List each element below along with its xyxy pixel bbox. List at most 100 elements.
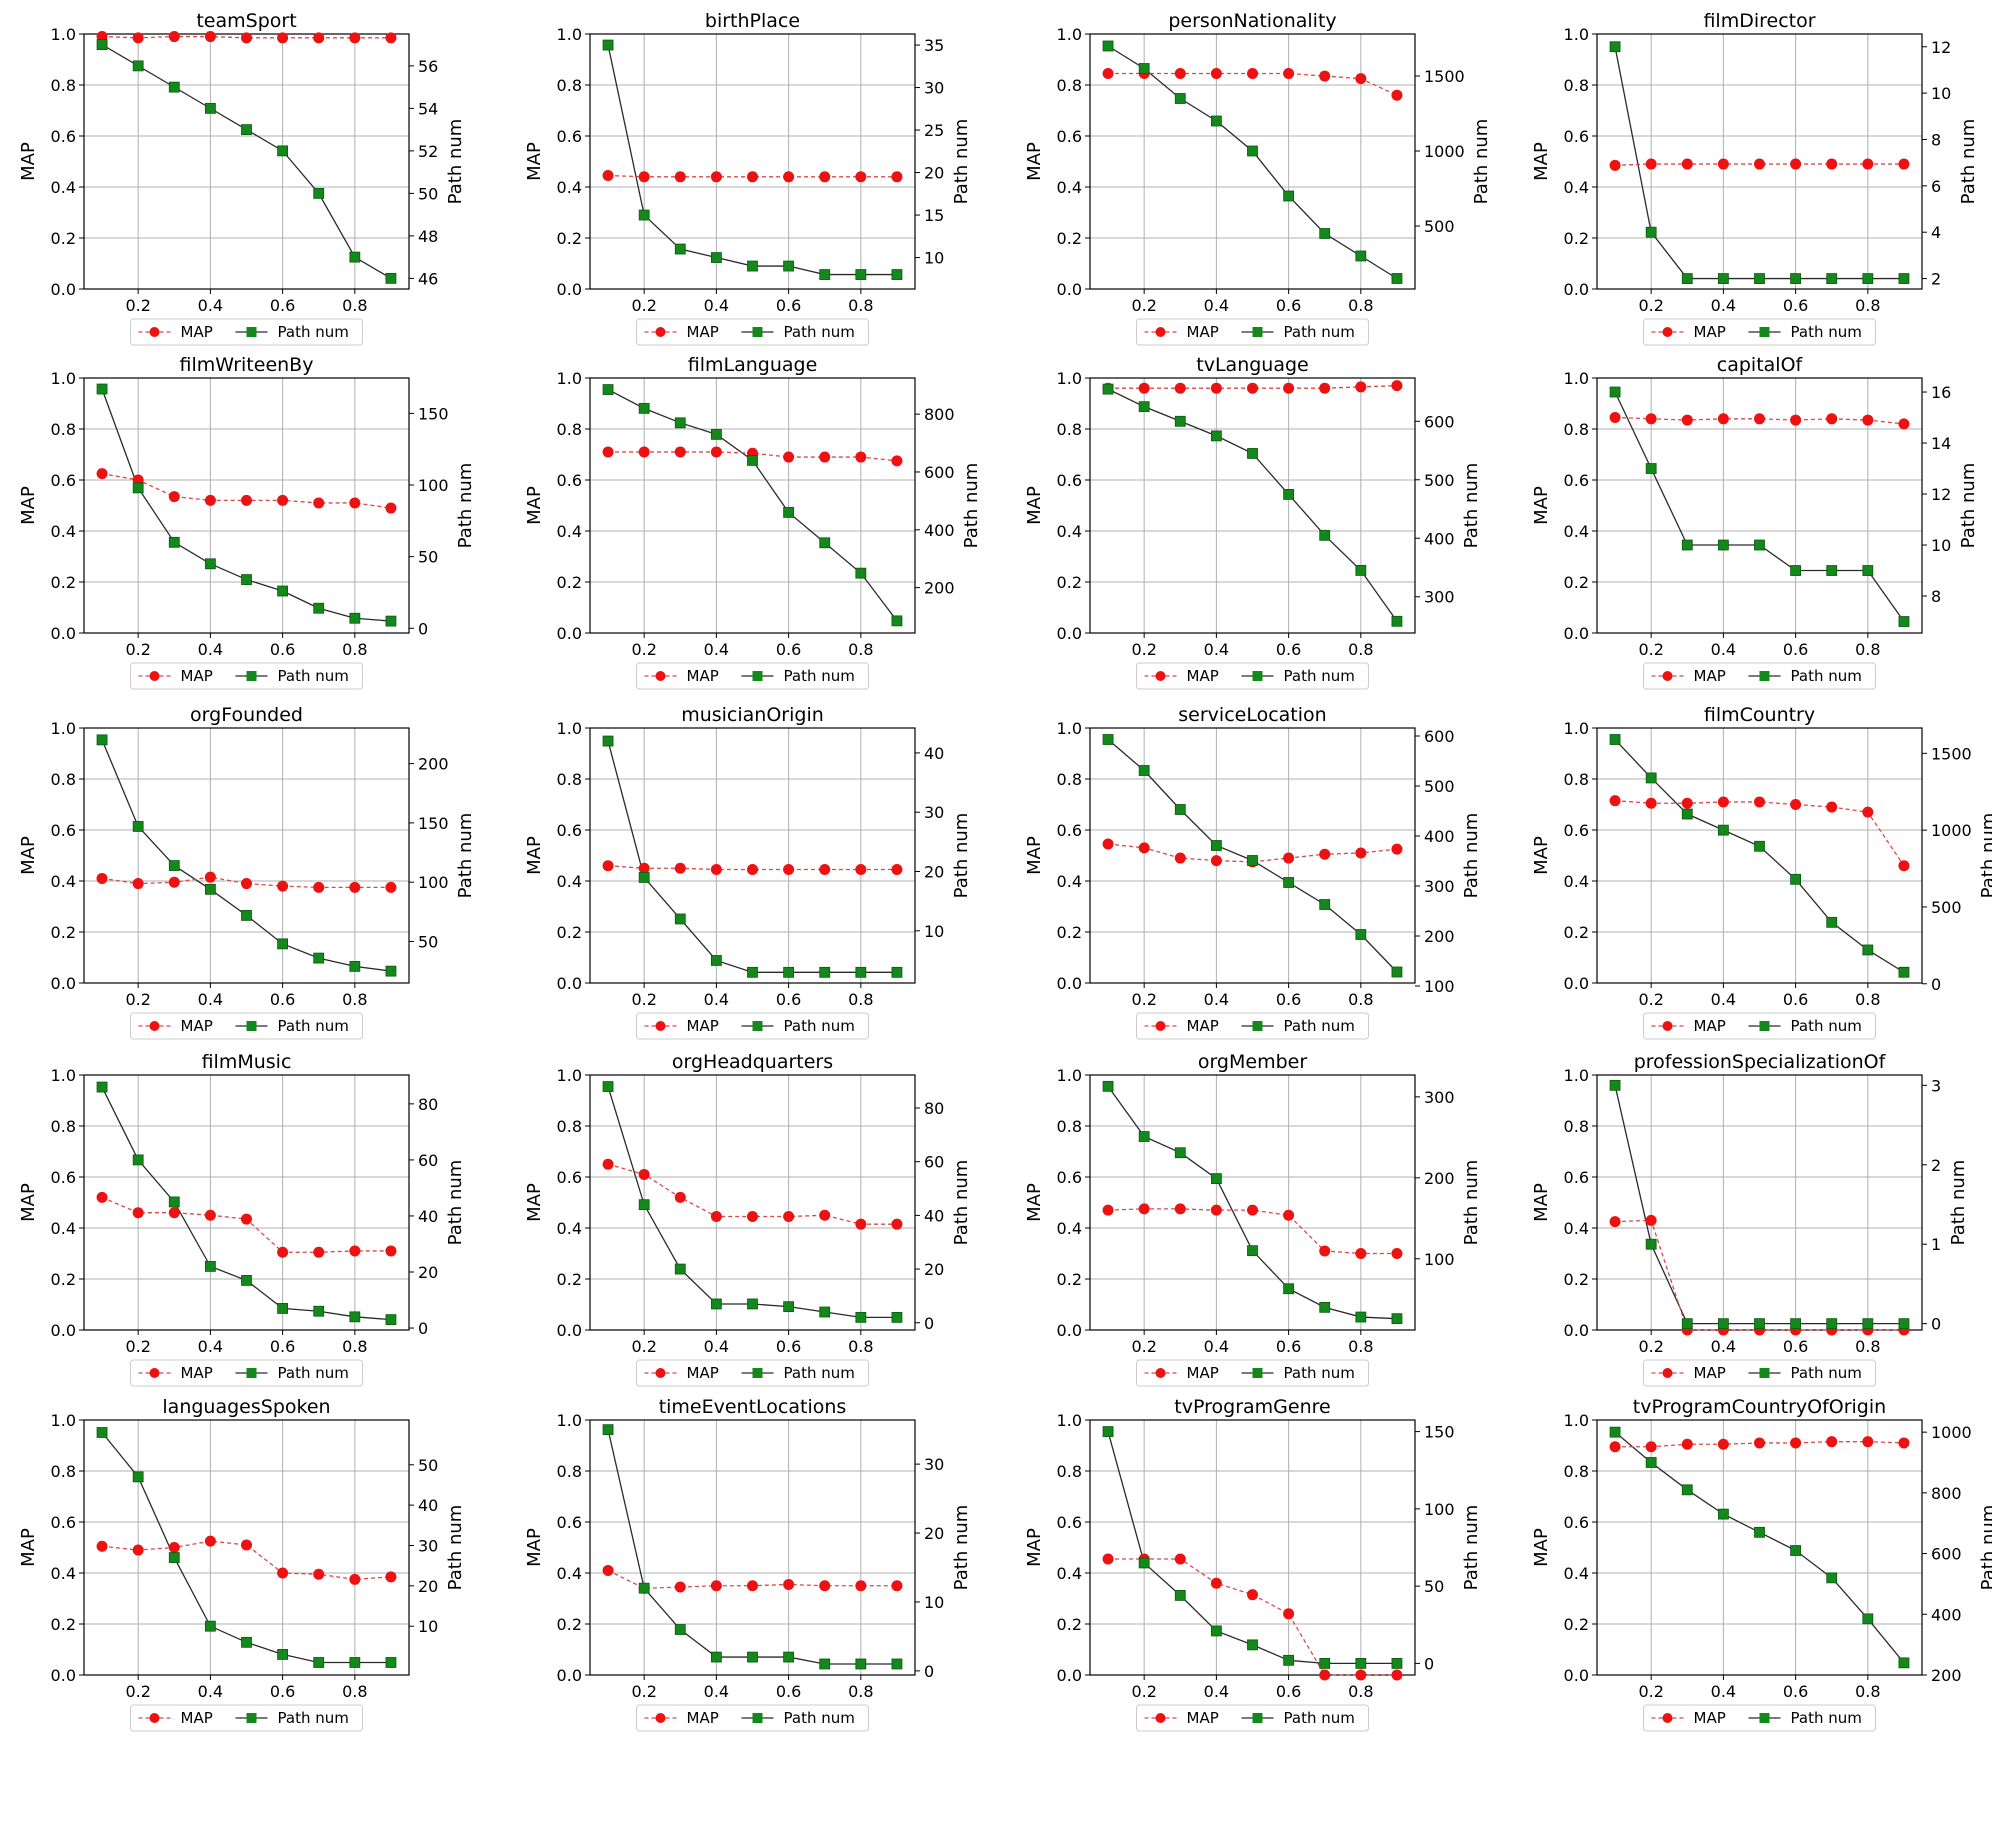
y-tick-label: 0.0 <box>557 974 582 993</box>
chart-title: birthPlace <box>705 10 800 32</box>
x-tick-label: 0.4 <box>1204 990 1229 1009</box>
y2-tick-label: 25 <box>924 121 944 140</box>
path-num-point <box>168 81 180 93</box>
y2-axis-label: Path num <box>1958 119 1979 205</box>
y-tick-label: 0.2 <box>51 1270 76 1289</box>
path-num-point <box>819 1658 831 1670</box>
path-num-point <box>710 1298 722 1310</box>
map-line <box>1615 1441 1904 1448</box>
map-point <box>313 497 325 509</box>
x-tick-label: 0.4 <box>1711 1682 1736 1701</box>
y-tick-label: 0.0 <box>557 1666 582 1685</box>
legend-path-marker <box>1252 1368 1263 1378</box>
y2-axis-label: Path num <box>1471 119 1492 205</box>
y-tick-label: 0.0 <box>51 1321 76 1340</box>
path-num-point <box>1826 273 1838 284</box>
path-num-point <box>1754 273 1765 284</box>
x-tick-label: 0.4 <box>1711 640 1736 659</box>
y2-tick-label: 600 <box>1931 1545 1962 1564</box>
chart-filmWriteenBy: filmWriteenBy 0.2 0.4 0.6 0.8 0.0 0.2 0.4 0.6 0.8… <box>18 354 476 690</box>
x-tick-label: 0.4 <box>704 640 729 659</box>
path-num-point <box>1790 273 1802 284</box>
map-point <box>1898 418 1910 430</box>
legend-map-marker <box>655 1368 666 1378</box>
y-tick-label: 0.4 <box>557 872 582 891</box>
x-tick-label: 0.6 <box>270 296 295 315</box>
path-num-point <box>1826 1318 1838 1330</box>
path-num-line <box>607 1086 897 1319</box>
path-num-point <box>1717 273 1729 284</box>
y-tick-label: 0.8 <box>1564 420 1589 439</box>
legend-map-label: MAP <box>1187 1709 1219 1727</box>
map-point <box>385 881 397 893</box>
legend: MAP Path num <box>130 318 363 346</box>
x-tick-label: 0.2 <box>631 1682 656 1701</box>
x-tick-label: 0.8 <box>342 296 367 315</box>
chart-title: filmLanguage <box>688 354 818 376</box>
path-num-point <box>1391 966 1403 978</box>
chart-title: tvProgramCountryOfOrigin <box>1633 1396 1886 1418</box>
chart-title: orgFounded <box>190 704 303 726</box>
y-tick-label: 0.4 <box>1057 522 1082 541</box>
plot-frame <box>1596 727 1923 984</box>
plot-frame <box>83 1074 410 1331</box>
y-tick-label: 0.8 <box>51 770 76 789</box>
map-point <box>1319 382 1331 394</box>
y-tick-label: 1.0 <box>1564 1066 1589 1085</box>
y-tick-label: 0.0 <box>1057 624 1082 643</box>
y2-tick-label: 200 <box>1931 1666 1962 1685</box>
path-num-point <box>1645 1457 1657 1468</box>
map-point <box>710 864 722 876</box>
map-point <box>1391 89 1403 101</box>
x-tick-label: 0.4 <box>1204 1682 1229 1701</box>
map-point <box>1754 796 1765 808</box>
path-num-point <box>1681 273 1693 284</box>
y-tick-label: 0.0 <box>1564 1321 1589 1340</box>
x-tick-label: 0.2 <box>1638 1682 1663 1701</box>
y2-tick-label: 0 <box>924 1662 934 1681</box>
map-point <box>674 862 686 874</box>
y-tick-label: 0.6 <box>51 1168 76 1187</box>
path-num-point <box>241 574 252 585</box>
y-tick-label: 0.8 <box>1564 76 1589 95</box>
path-num-point <box>1247 855 1258 866</box>
y2-tick-label: 50 <box>1424 1577 1444 1596</box>
y-tick-label: 1.0 <box>1564 369 1589 388</box>
map-point <box>96 1191 108 1203</box>
map-point <box>1862 158 1874 170</box>
y2-tick-label: 50 <box>418 1456 438 1475</box>
map-point <box>277 32 289 44</box>
plot-frame <box>83 1419 410 1676</box>
y2-tick-label: 8 <box>1931 587 1941 606</box>
path-num-point <box>1681 539 1693 551</box>
legend: MAP Path num <box>636 1359 869 1387</box>
y2-tick-label: 10 <box>924 249 944 268</box>
map-point <box>1174 1203 1186 1215</box>
legend-map-marker <box>149 1368 160 1378</box>
y2-tick-label: 200 <box>418 755 449 774</box>
y2-tick-label: 1000 <box>1931 1423 1972 1442</box>
map-line <box>1108 1208 1397 1255</box>
map-point <box>1319 1245 1331 1257</box>
y-tick-label: 1.0 <box>51 719 76 738</box>
chart-tvProgramCountryOfOrigin: tvProgramCountryOfOrigin 0.2 0.4 0.6 0.8 0.0 0… <box>1531 1396 1992 1732</box>
y2-tick-label: 100 <box>1424 1250 1455 1269</box>
path-num-line <box>1614 1431 1905 1664</box>
y-axis-label: MAP <box>18 486 39 525</box>
x-tick-label: 0.6 <box>1276 990 1301 1009</box>
legend-map-marker <box>1662 671 1673 681</box>
path-num-point <box>1862 944 1874 956</box>
legend-map-label: MAP <box>1694 1364 1726 1382</box>
map-point <box>1247 1589 1258 1601</box>
map-point <box>1609 412 1621 424</box>
x-tick-label: 0.8 <box>848 296 873 315</box>
y-tick-label: 0.6 <box>1564 1168 1589 1187</box>
y2-tick-label: 52 <box>418 142 438 161</box>
legend-map-marker <box>655 327 666 337</box>
map-point <box>819 864 831 876</box>
path-num-point <box>674 243 686 255</box>
y2-tick-label: 10 <box>1931 84 1951 103</box>
map-point <box>602 860 614 872</box>
legend-path-marker <box>246 327 257 337</box>
map-point <box>1754 158 1765 170</box>
